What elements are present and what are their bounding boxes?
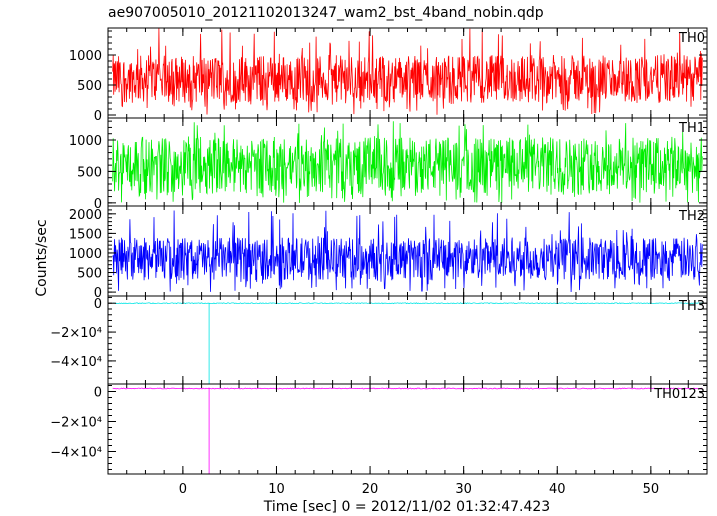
panel-frame (107, 383, 708, 475)
y-tick-label: 0 (94, 386, 102, 401)
y-tick-label: 1000 (69, 134, 102, 149)
panel-label: TH3 (678, 299, 705, 314)
series-th0123 (112, 387, 703, 474)
y-tick-label: −4×10⁴ (50, 446, 102, 461)
y-tick-label: 1000 (69, 247, 102, 262)
y-tick-label: 1500 (69, 227, 102, 242)
y-tick-label: 1000 (69, 49, 102, 64)
y-tick-label: −2×10⁴ (50, 416, 102, 431)
panel-label: TH0 (678, 31, 705, 46)
x-tick-label: 50 (643, 482, 660, 497)
panel-label: TH1 (678, 121, 705, 136)
series-th1 (112, 121, 703, 203)
y-tick-label: −4×10⁴ (50, 355, 102, 370)
panel-th0: 0 500 1000 TH0 (69, 27, 708, 124)
x-tick-label: 0 (179, 482, 187, 497)
x-axis: 0 10 20 30 40 50 (179, 482, 659, 497)
panel-th1: 0 500 1000 TH1 (69, 117, 708, 212)
x-tick-label: 30 (455, 482, 472, 497)
x-tick-label: 40 (549, 482, 566, 497)
y-tick-label: 0 (94, 109, 102, 124)
y-tick-label: 500 (77, 165, 102, 180)
panel-th2: 0 500 1000 1500 2000 TH2 (69, 205, 708, 301)
y-tick-label: 500 (77, 267, 102, 282)
y-tick-label: −2×10⁴ (50, 326, 102, 341)
x-tick-label: 10 (268, 482, 285, 497)
panel-th0123: 0 −2×10⁴ −4×10⁴ TH0123 (50, 383, 708, 475)
panel-label: TH2 (678, 209, 705, 224)
y-axis-label: Counts/sec (34, 219, 50, 296)
x-axis-label: Time [sec] 0 = 2012/11/02 01:32:47.423 (263, 499, 550, 515)
series-th0 (112, 28, 703, 115)
panels: 0 500 1000 TH0 0 500 1000 TH1 0 500 1000 1500 2000 TH… (50, 27, 708, 475)
y-tick-label: 2000 (69, 208, 102, 223)
chart-title: ae907005010_20121102013247_wam2_bst_4ban… (108, 5, 544, 21)
x-tick-label: 20 (362, 482, 379, 497)
y-tick-label: 500 (77, 79, 102, 94)
panel-frame (107, 295, 708, 385)
y-tick-label: 0 (94, 286, 102, 301)
series-th2 (112, 210, 703, 293)
panel-label: TH0123 (653, 387, 705, 402)
panel-th3: 0 −2×10⁴ −4×10⁴ TH3 (50, 295, 708, 385)
series-th3 (112, 302, 703, 384)
y-tick-label: 0 (94, 297, 102, 312)
y-tick-label: 0 (94, 197, 102, 212)
